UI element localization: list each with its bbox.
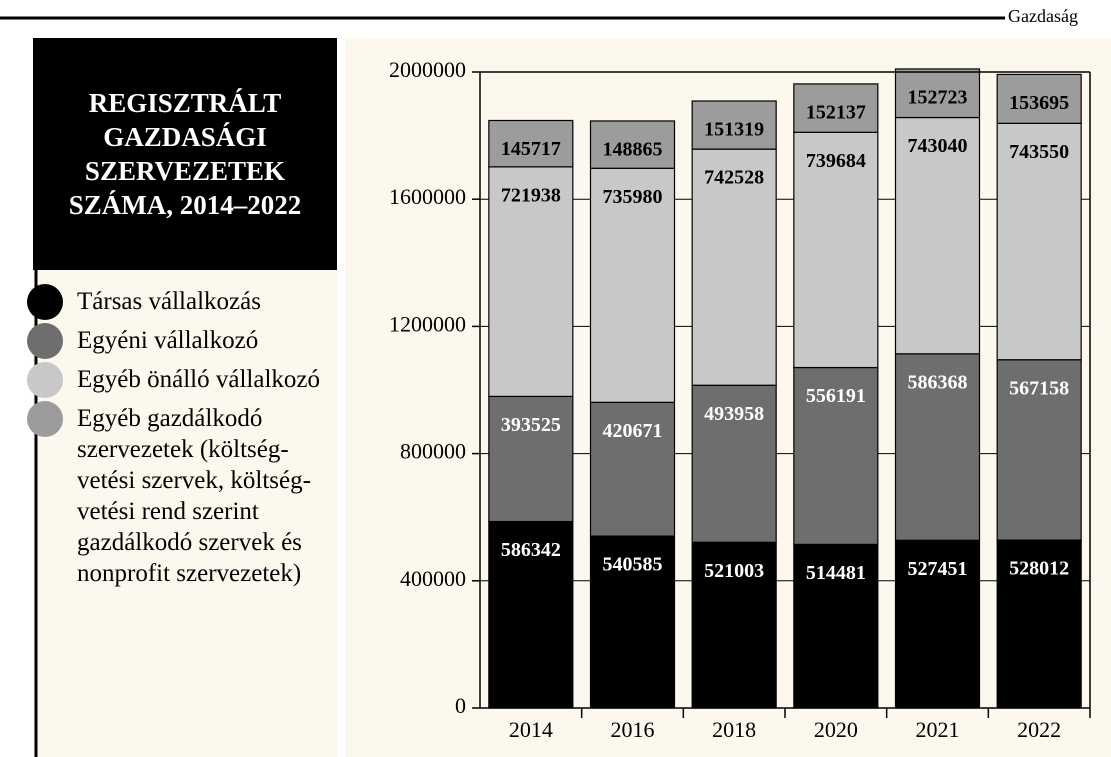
- bar-segment: [996, 359, 1082, 541]
- data-label: 152723: [908, 87, 968, 109]
- data-label: 735980: [603, 186, 663, 208]
- data-label: 586342: [501, 539, 561, 561]
- data-label: 148865: [603, 139, 663, 161]
- data-label: 151319: [704, 119, 764, 141]
- legend: Társas vállalkozás Egyéni vállalkozó Egyéb…: [27, 284, 333, 597]
- bar-segment: [793, 83, 879, 133]
- bar-segment: [589, 120, 676, 169]
- bar-segment: [996, 73, 1082, 124]
- bar-segment: [691, 384, 777, 543]
- bar-segment: [894, 539, 981, 709]
- x-tick-label: 2021: [916, 717, 960, 742]
- data-label: 743550: [1009, 141, 1069, 163]
- bar-segment: [488, 520, 574, 709]
- legend-swatch: [27, 284, 63, 320]
- data-label: 567158: [1009, 377, 1069, 399]
- data-label: 527451: [908, 558, 968, 580]
- data-label: 742528: [704, 167, 764, 189]
- y-tick-label: 0: [455, 693, 466, 718]
- data-label: 152137: [806, 102, 866, 124]
- data-label: 521003: [704, 560, 764, 582]
- legend-label: Egyéb gazdálkodó szervezetek (költség­ve…: [77, 405, 311, 587]
- bar-segment: [691, 148, 777, 386]
- data-label: 743040: [908, 135, 968, 157]
- legend-item: Egyéb gazdálkodó szervezetek (költség­ve…: [27, 401, 333, 589]
- bar-segment: [589, 401, 676, 537]
- legend-label: Társas vállalkozás: [77, 288, 261, 315]
- bar-segment: [691, 541, 777, 709]
- x-tick-label: 2020: [814, 717, 858, 742]
- y-tick-label: 2000000: [389, 57, 466, 82]
- bar-segment: [589, 167, 676, 403]
- bar-segment: [894, 116, 981, 355]
- bar-segment: [488, 395, 574, 523]
- data-label: 528012: [1009, 558, 1069, 580]
- data-label: 145717: [501, 138, 561, 160]
- x-tick-label: 2018: [712, 717, 756, 742]
- data-label: 493958: [704, 403, 764, 425]
- bar-segment: [589, 535, 676, 709]
- legend-label: Egyéni vállalkozó: [77, 327, 259, 354]
- data-label: 153695: [1009, 92, 1069, 114]
- bar-segment: [894, 353, 981, 541]
- y-tick-label: 400000: [400, 566, 466, 591]
- legend-swatch: [27, 323, 63, 359]
- title-box: [33, 38, 337, 270]
- bar-segment: [894, 68, 981, 119]
- x-tick-label: 2022: [1017, 717, 1061, 742]
- data-label: 739684: [806, 150, 866, 172]
- data-label: 393525: [501, 414, 561, 436]
- data-label: 420671: [603, 420, 663, 442]
- legend-item: Társas vállalkozás: [27, 284, 333, 320]
- y-tick-label: 1200000: [389, 311, 466, 336]
- data-label: 514481: [806, 562, 866, 584]
- bar-segment: [996, 122, 1082, 361]
- bar-segment: [488, 119, 574, 168]
- bar-segment: [691, 100, 777, 150]
- bar-segment: [793, 131, 879, 369]
- data-label: 556191: [806, 385, 866, 407]
- x-tick-label: 2014: [509, 717, 553, 742]
- legend-swatch: [27, 362, 63, 398]
- legend-item: Egyéni vállalkozó: [27, 323, 333, 359]
- data-label: 586368: [908, 371, 968, 393]
- legend-item: Egyéb önálló vállalkozó: [27, 362, 333, 398]
- data-label: 721938: [501, 184, 561, 206]
- bar-segment: [996, 539, 1082, 709]
- legend-swatch: [27, 401, 63, 437]
- chart-title: REGISZTRÁLT GAZDASÁGI SZERVEZETEK SZÁMA,…: [68, 88, 302, 220]
- x-tick-label: 2016: [611, 717, 655, 742]
- data-label: 540585: [603, 554, 663, 576]
- y-tick-label: 1600000: [389, 184, 466, 209]
- bar-segment: [793, 543, 879, 709]
- legend-label: Egyéb önálló vállalkozó: [77, 366, 320, 393]
- section-label: Gazdaság: [1008, 6, 1078, 26]
- y-tick-label: 800000: [400, 439, 466, 464]
- bar-segment: [488, 166, 574, 398]
